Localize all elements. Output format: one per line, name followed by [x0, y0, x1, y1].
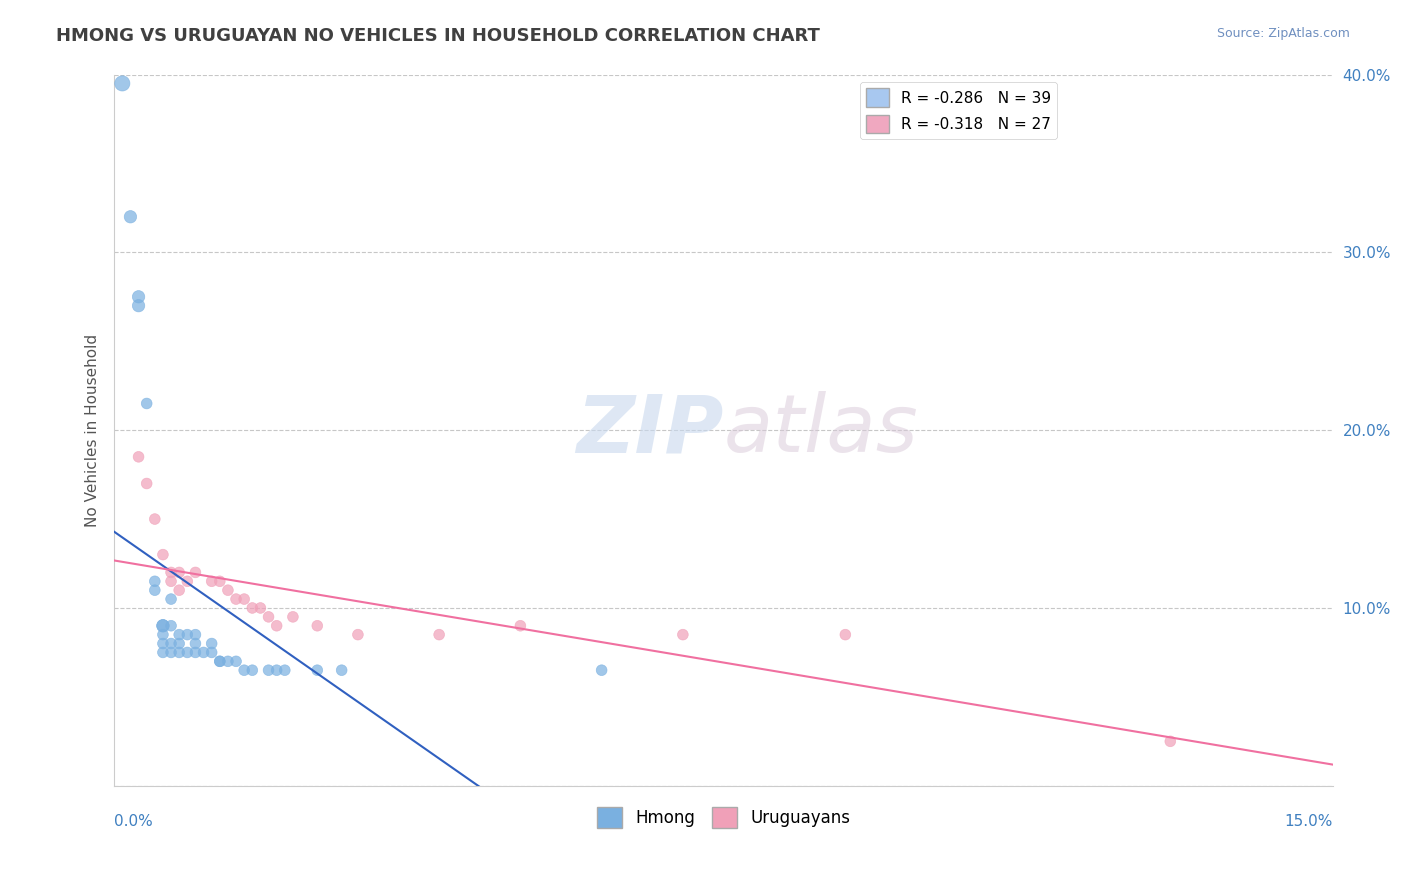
- Text: 0.0%: 0.0%: [114, 814, 153, 830]
- Point: [160, 574, 183, 589]
- Point: [152, 619, 174, 633]
- Point: [225, 654, 247, 668]
- Point: [167, 627, 190, 641]
- Point: [217, 654, 239, 668]
- Point: [266, 619, 288, 633]
- Point: [128, 450, 150, 464]
- Point: [128, 290, 150, 304]
- Point: [233, 592, 256, 607]
- Point: [307, 663, 329, 677]
- Point: [591, 663, 613, 677]
- Point: [167, 583, 190, 598]
- Point: [427, 627, 450, 641]
- Point: [176, 627, 198, 641]
- Point: [152, 619, 174, 633]
- Point: [152, 645, 174, 659]
- Point: [120, 210, 142, 224]
- Point: [160, 566, 183, 580]
- Point: [672, 627, 695, 641]
- Point: [176, 574, 198, 589]
- Point: [257, 610, 280, 624]
- Point: [152, 627, 174, 641]
- Point: [233, 663, 256, 677]
- Point: [307, 619, 329, 633]
- Point: [167, 636, 190, 650]
- Y-axis label: No Vehicles in Household: No Vehicles in Household: [86, 334, 100, 526]
- Point: [143, 512, 166, 526]
- Point: [330, 663, 353, 677]
- Point: [217, 583, 239, 598]
- Point: [240, 663, 263, 677]
- Point: [266, 663, 288, 677]
- Point: [347, 627, 370, 641]
- Point: [160, 619, 183, 633]
- Point: [184, 627, 207, 641]
- Text: ZIP: ZIP: [576, 392, 724, 469]
- Point: [143, 583, 166, 598]
- Legend: Hmong, Uruguayans: Hmong, Uruguayans: [591, 801, 856, 834]
- Point: [135, 476, 157, 491]
- Point: [160, 645, 183, 659]
- Point: [208, 654, 231, 668]
- Point: [143, 574, 166, 589]
- Point: [111, 77, 134, 91]
- Point: [152, 548, 174, 562]
- Point: [160, 636, 183, 650]
- Point: [193, 645, 215, 659]
- Text: 15.0%: 15.0%: [1285, 814, 1333, 830]
- Point: [208, 654, 231, 668]
- Point: [128, 299, 150, 313]
- Text: Source: ZipAtlas.com: Source: ZipAtlas.com: [1216, 27, 1350, 40]
- Point: [201, 636, 224, 650]
- Point: [167, 645, 190, 659]
- Point: [167, 566, 190, 580]
- Text: HMONG VS URUGUAYAN NO VEHICLES IN HOUSEHOLD CORRELATION CHART: HMONG VS URUGUAYAN NO VEHICLES IN HOUSEH…: [56, 27, 820, 45]
- Point: [201, 574, 224, 589]
- Point: [160, 592, 183, 607]
- Point: [152, 636, 174, 650]
- Point: [184, 645, 207, 659]
- Point: [208, 574, 231, 589]
- Point: [257, 663, 280, 677]
- Point: [274, 663, 297, 677]
- Point: [249, 601, 271, 615]
- Point: [1159, 734, 1181, 748]
- Point: [135, 396, 157, 410]
- Point: [184, 566, 207, 580]
- Point: [509, 619, 531, 633]
- Point: [184, 636, 207, 650]
- Point: [281, 610, 304, 624]
- Point: [834, 627, 856, 641]
- Point: [240, 601, 263, 615]
- Point: [176, 645, 198, 659]
- Point: [225, 592, 247, 607]
- Text: atlas: atlas: [724, 392, 918, 469]
- Point: [201, 645, 224, 659]
